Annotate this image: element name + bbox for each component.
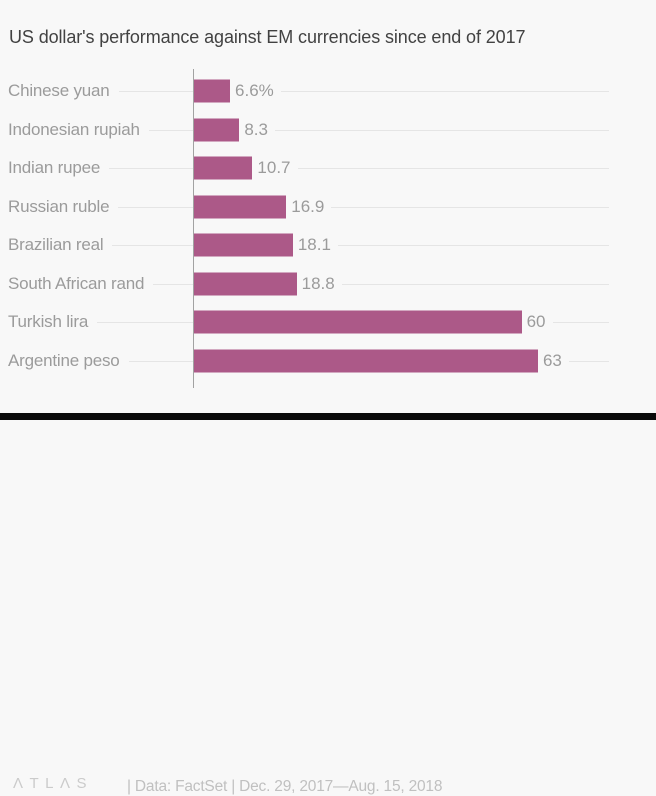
chart-row: Turkish lira 60 <box>0 303 656 342</box>
value-label: 63 <box>537 350 569 371</box>
row-guide-line <box>8 129 609 131</box>
value-label: 18.1 <box>292 235 338 256</box>
chart-row: South African rand 18.8 <box>0 265 656 304</box>
category-label: Chinese yuan <box>8 81 119 102</box>
bottom-black-bar <box>0 413 656 420</box>
value-label: 16.9 <box>286 196 332 217</box>
bar <box>194 118 240 142</box>
category-label: Indonesian rupiah <box>8 119 149 140</box>
row-guide-line <box>8 91 609 93</box>
atlas-logo: ΛTLΛS <box>13 775 94 792</box>
chart-row: Chinese yuan 6.6% <box>0 72 656 111</box>
category-label: Argentine peso <box>8 350 129 371</box>
chart-row: Indonesian rupiah 8.3 <box>0 111 656 150</box>
footer: ΛTLΛS | Data: FactSet | Dec. 29, 2017—Au… <box>0 387 656 795</box>
footer-source-text: | Data: FactSet | Dec. 29, 2017—Aug. 15,… <box>127 778 443 795</box>
chart-row: Brazilian real 18.1 <box>0 226 656 265</box>
value-label: 18.8 <box>296 273 342 294</box>
bar <box>194 233 293 257</box>
chart-title: US dollar's performance against EM curre… <box>9 27 526 47</box>
bar-chart: Chinese yuan 6.6% Indonesian rupiah 8.3 … <box>0 69 656 388</box>
category-label: Brazilian real <box>8 235 113 256</box>
chart-page: { "title": "US dollar's performance agai… <box>0 27 656 795</box>
bar <box>194 79 230 103</box>
chart-row: Indian rupee 10.7 <box>0 149 656 188</box>
bar <box>194 272 297 296</box>
bar <box>194 349 538 373</box>
category-label: Indian rupee <box>8 158 110 179</box>
category-label: Turkish lira <box>8 312 98 333</box>
value-label: 8.3 <box>239 119 275 140</box>
row-guide-line <box>8 168 609 170</box>
chart-row: Argentine peso 63 <box>0 342 656 381</box>
bar <box>194 310 522 334</box>
bar <box>194 156 253 180</box>
category-label: Russian ruble <box>8 196 119 217</box>
y-axis-line <box>193 69 194 388</box>
value-label: 10.7 <box>252 158 298 179</box>
value-label: 6.6% <box>230 81 281 102</box>
chart-rows: Chinese yuan 6.6% Indonesian rupiah 8.3 … <box>0 72 656 380</box>
category-label: South African rand <box>8 273 154 294</box>
chart-row: Russian ruble 16.9 <box>0 188 656 227</box>
value-label: 60 <box>521 312 553 333</box>
bar <box>194 195 287 219</box>
